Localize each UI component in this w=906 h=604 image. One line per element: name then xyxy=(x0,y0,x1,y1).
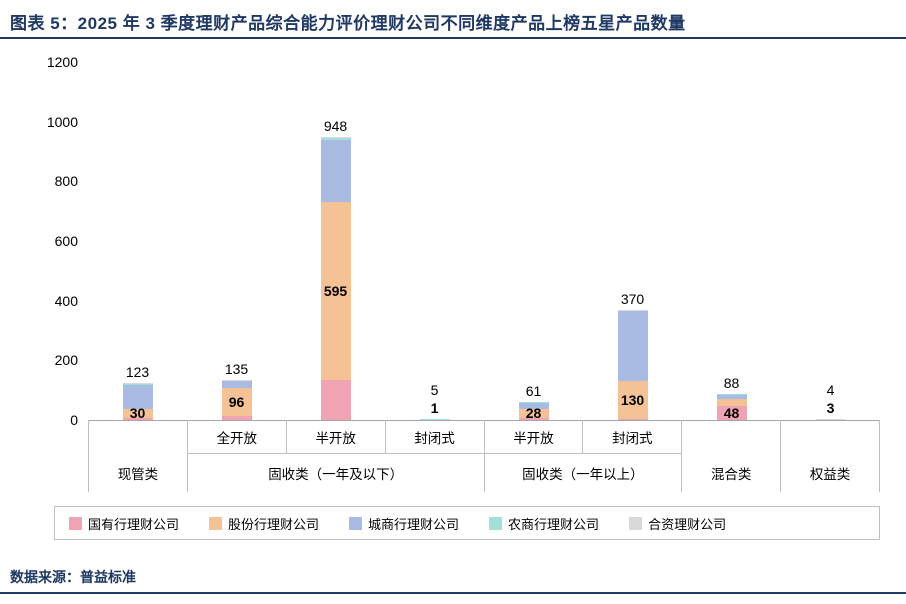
y-tick-label: 800 xyxy=(54,173,78,190)
bar-segment xyxy=(617,309,648,311)
legend-label: 合资理财公司 xyxy=(648,516,727,532)
y-tick-label: 200 xyxy=(54,352,78,369)
bar-total-label: 5 xyxy=(430,381,439,398)
bar-total-label: 61 xyxy=(525,382,542,399)
legend-item: 国有行理财公司 xyxy=(69,514,179,533)
y-tick-label: 1000 xyxy=(46,113,78,130)
axis-subcategory-label: 封闭式 xyxy=(582,420,681,453)
bar-segment xyxy=(320,202,351,380)
bar-segment xyxy=(518,402,549,410)
axis-subrow xyxy=(781,420,879,454)
bar-total-label: 948 xyxy=(323,118,348,135)
bar-inner-label: 48 xyxy=(723,404,740,421)
axis-group-label: 现管类 xyxy=(117,467,159,482)
bar-total-label: 4 xyxy=(826,381,835,398)
bar-segment xyxy=(122,383,153,409)
bar-segment xyxy=(617,380,648,420)
axis-subcategory-label: 半开放 xyxy=(285,420,385,453)
bar-total-label: 88 xyxy=(723,374,740,391)
axis-subcategory-label: 封闭式 xyxy=(384,420,484,453)
legend-label: 农商行理财公司 xyxy=(508,516,600,532)
axis-group: 半开放 封闭式固收类（一年以上） xyxy=(484,420,683,492)
bar-segment xyxy=(419,418,450,420)
x-axis: 现管类 全开放 半开放 封闭式 固收类（一年及以下） 半开放 封闭式 固收类（一年以上） 混合类… xyxy=(88,420,880,492)
bar-total-label: 370 xyxy=(620,290,645,307)
axis-subrow xyxy=(89,420,187,454)
axis-subrow xyxy=(682,420,780,454)
axis-subcategory-label: 半开放 xyxy=(513,430,554,446)
bar-inner-label: 130 xyxy=(620,392,645,408)
legend-item: 股份行理财公司 xyxy=(209,514,319,533)
legend-item: 城商行理财公司 xyxy=(349,514,459,533)
bar-segment xyxy=(221,381,252,388)
bar-total-label: 135 xyxy=(224,360,249,377)
y-tick-label: 400 xyxy=(54,292,78,309)
stacked-bar-chart: 0 200 400 600 800 1000 1200 30 96 595 1 28 130 48 3 12… xyxy=(20,50,886,542)
axis-group-label: 权益类 xyxy=(809,467,851,482)
data-source-note: 数据来源：普益标准 xyxy=(10,569,136,585)
axis-group-label: 固收类（一年以上） xyxy=(522,467,644,482)
bar-segment xyxy=(221,380,252,382)
legend-swatch xyxy=(489,516,503,530)
legend-label: 国有行理财公司 xyxy=(88,516,180,532)
bar-inner-label: 28 xyxy=(525,405,542,422)
axis-group: 全开放 半开放 封闭式固收类（一年及以下） xyxy=(187,420,485,492)
legend-swatch xyxy=(349,516,363,530)
bar-segment xyxy=(221,416,252,420)
axis-group: 现管类 xyxy=(89,420,188,492)
axis-group: 混合类 xyxy=(682,420,782,492)
axis-subrow: 半开放 封闭式 xyxy=(484,420,682,454)
bar-segment xyxy=(617,419,648,420)
legend-swatch xyxy=(69,516,82,530)
bar-inner-label: 1 xyxy=(430,399,439,416)
axis-group-label: 混合类 xyxy=(710,467,752,482)
plot-area: 30 96 595 1 28 130 48 3 123 135 948 5 61 370 88 4 xyxy=(88,62,880,422)
bar-segment xyxy=(122,408,153,418)
bar-segment xyxy=(716,394,747,400)
axis-group-label: 固收类（一年及以下） xyxy=(268,467,404,482)
bar-total-label: 123 xyxy=(125,364,150,381)
axis-subcategory-label: 全开放 xyxy=(216,430,258,446)
bar-inner-label: 96 xyxy=(228,394,245,411)
bar-segment xyxy=(518,409,549,418)
axis-subrow: 全开放 半开放 封闭式 xyxy=(187,420,484,454)
bar-inner-label: 30 xyxy=(129,405,146,422)
legend-item: 合资理财公司 xyxy=(629,514,726,533)
bottom-rule xyxy=(0,592,906,594)
y-tick-label: 0 xyxy=(70,412,78,428)
bar-segment xyxy=(320,138,351,140)
bar-segment xyxy=(716,393,747,395)
bar-segment xyxy=(221,387,252,417)
bar-segment xyxy=(320,137,351,139)
legend-label: 城商行理财公司 xyxy=(368,516,460,532)
legend-swatch xyxy=(629,516,643,530)
legend-label: 股份行理财公司 xyxy=(228,516,320,532)
bar-segment xyxy=(518,417,549,420)
bar-segment xyxy=(716,399,747,406)
axis-group: 权益类 xyxy=(781,420,880,492)
bar-segment xyxy=(320,139,351,203)
bar-segment xyxy=(122,417,153,420)
figure-title: 图表 5：2025 年 3 季度理财产品综合能力评价理财公司不同维度产品上榜五星… xyxy=(0,0,906,39)
legend-item: 农商行理财公司 xyxy=(489,514,599,533)
legend: 国有行理财公司 股份行理财公司 城商行理财公司 农商行理财公司 合资理财公司 xyxy=(54,506,880,540)
y-tick-label: 1200 xyxy=(46,54,78,70)
legend-swatch xyxy=(209,516,223,530)
y-tick-label: 600 xyxy=(54,233,78,249)
bar-inner-label: 3 xyxy=(826,399,835,416)
bar-segment xyxy=(617,310,648,381)
bar-segment xyxy=(221,379,252,381)
bar-segment xyxy=(320,379,351,420)
bar-inner-label: 595 xyxy=(323,282,348,299)
y-axis: 0 200 400 600 800 1000 1200 xyxy=(20,50,78,430)
bar-segment xyxy=(815,419,846,420)
bar-segment xyxy=(716,405,747,420)
